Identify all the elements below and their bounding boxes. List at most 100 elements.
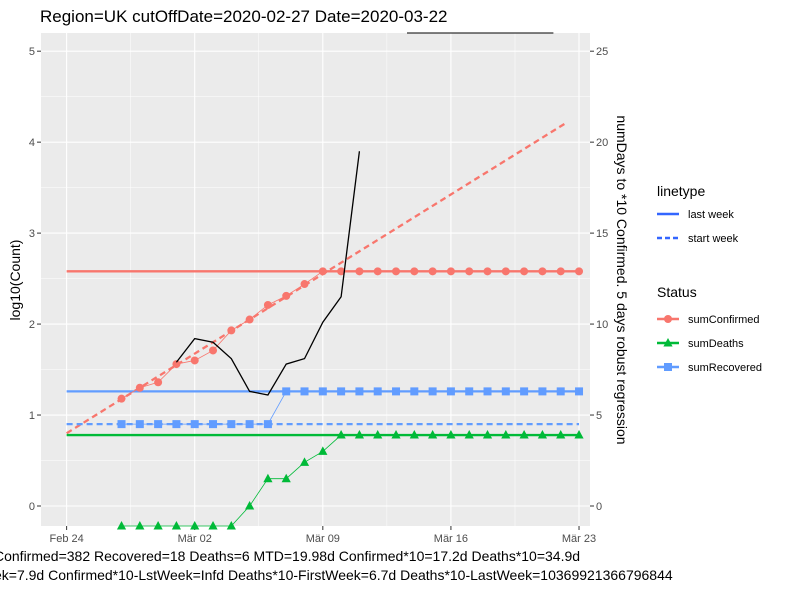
- x-tick-label: Mär 09: [306, 533, 340, 545]
- data-point-sumRecovered: [318, 387, 327, 396]
- data-point-sumConfirmed: [465, 267, 474, 276]
- data-point-sumConfirmed: [117, 394, 126, 403]
- data-point-sumConfirmed: [373, 267, 382, 276]
- data-point-sumRecovered: [465, 387, 474, 396]
- data-point-sumRecovered: [428, 387, 437, 396]
- x-tick-label: Feb 24: [49, 533, 83, 545]
- data-point-sumRecovered: [190, 420, 199, 429]
- data-point-sumConfirmed: [410, 267, 419, 276]
- legend-label-status: sumRecovered: [688, 362, 762, 374]
- data-point-sumRecovered: [483, 387, 492, 396]
- data-point-sumRecovered: [520, 387, 529, 396]
- data-point-sumConfirmed: [428, 267, 437, 276]
- legend-title-linetype: linetype: [657, 183, 705, 199]
- reference-line-sumConfirmed-start-week: [66, 122, 565, 435]
- y-tick-label: 3: [29, 228, 35, 240]
- data-point-sumConfirmed: [282, 291, 291, 300]
- data-point-sumRecovered: [446, 387, 455, 396]
- data-point-sumConfirmed: [355, 267, 364, 276]
- y2-tick-label: 5: [596, 410, 602, 422]
- data-point-sumDeaths: [537, 430, 548, 439]
- data-point-sumDeaths: [501, 430, 511, 439]
- data-point-sumRecovered: [501, 387, 510, 396]
- data-point-sumDeaths: [574, 430, 584, 439]
- data-point-sumRecovered: [556, 387, 565, 396]
- data-point-sumRecovered: [337, 387, 346, 396]
- data-point-sumConfirmed: [556, 267, 565, 276]
- data-point-sumDeaths: [428, 430, 438, 439]
- data-point-sumConfirmed: [575, 267, 584, 276]
- y2-axis-title: numDays to *10 Confirmed. 5 days robust …: [614, 115, 630, 444]
- data-point-sumConfirmed: [337, 267, 346, 276]
- legend-key-marker: [664, 315, 672, 323]
- axes: 0 1 2 3 4 5 Feb 24 Mär 02 Mär 09 Mär 16 Mär 23 0 5 10…: [29, 46, 608, 545]
- data-point-sumConfirmed: [172, 360, 181, 369]
- series-line-sumDeaths: [121, 434, 580, 527]
- data-point-sumDeaths: [519, 430, 529, 439]
- data-point-sumConfirmed: [318, 267, 327, 276]
- data-point-sumDeaths: [263, 473, 273, 483]
- data-point-sumDeaths: [245, 500, 255, 510]
- data-point-sumDeaths: [116, 521, 127, 530]
- y2-tick-label: 20: [596, 137, 608, 149]
- chart-title: Region=UK cutOffDate=2020-02-27 Date=202…: [40, 7, 448, 26]
- data-point-sumDeaths: [354, 430, 365, 439]
- data-point-sumDeaths: [556, 430, 566, 439]
- data-point-sumConfirmed: [483, 267, 492, 276]
- data-point-sumConfirmed: [446, 267, 455, 276]
- data-point-sumRecovered: [263, 420, 272, 429]
- data-point-sumConfirmed: [538, 267, 547, 276]
- x-tick-label: Mär 23: [562, 533, 596, 545]
- data-point-sumConfirmed: [209, 346, 218, 355]
- data-series: [116, 151, 584, 530]
- y-axis-title: log10(Count): [7, 240, 23, 321]
- footer-line-1: Confirmed=382 Recovered=18 Deaths=6 MTD=…: [0, 548, 580, 564]
- data-point-sumConfirmed: [135, 383, 144, 392]
- data-point-sumRecovered: [135, 420, 144, 429]
- data-point-sumRecovered: [209, 420, 218, 429]
- y2-tick-label: 10: [596, 319, 608, 331]
- legend: linetype last week start week Status sumConf…: [657, 183, 762, 374]
- data-point-sumDeaths: [482, 430, 493, 439]
- data-point-sumDeaths: [226, 521, 236, 530]
- data-point-sumDeaths: [391, 430, 401, 439]
- data-point-sumRecovered: [227, 420, 236, 429]
- data-point-sumDeaths: [373, 430, 383, 439]
- data-point-sumConfirmed: [501, 267, 510, 276]
- data-point-sumDeaths: [336, 430, 346, 439]
- y-tick-label: 0: [29, 501, 35, 513]
- data-point-sumRecovered: [154, 420, 163, 429]
- data-point-sumRecovered: [538, 387, 547, 396]
- x-tick-label: Mär 16: [434, 533, 468, 545]
- data-point-sumRecovered: [245, 420, 254, 429]
- legend-label-linetype: last week: [688, 209, 734, 221]
- y-tick-label: 4: [29, 137, 35, 149]
- data-point-sumRecovered: [355, 387, 364, 396]
- footer-line-2: ek=7.9d Confirmed*10-LstWeek=Infd Deaths…: [0, 567, 673, 583]
- y2-tick-label: 15: [596, 228, 608, 240]
- legend-title-status: Status: [657, 284, 697, 300]
- y2-tick-label: 0: [596, 501, 602, 513]
- y-tick-label: 2: [29, 319, 35, 331]
- data-point-sumConfirmed: [392, 267, 401, 276]
- legend-key-marker: [664, 363, 672, 371]
- legend-key-marker: [663, 338, 673, 347]
- data-point-sumRecovered: [410, 387, 419, 396]
- data-point-sumRecovered: [172, 420, 181, 429]
- data-point-sumDeaths: [135, 521, 145, 530]
- y2-tick-label: 25: [596, 46, 608, 58]
- legend-label-status: sumConfirmed: [688, 314, 760, 326]
- data-point-sumConfirmed: [263, 300, 272, 309]
- data-point-sumRecovered: [282, 387, 291, 396]
- data-point-sumRecovered: [300, 387, 309, 396]
- x-tick-label: Mär 02: [178, 533, 212, 545]
- data-point-sumRecovered: [117, 420, 126, 429]
- data-point-sumDeaths: [171, 521, 182, 530]
- data-point-sumDeaths: [409, 430, 419, 439]
- data-point-sumConfirmed: [300, 280, 309, 289]
- legend-label-linetype: start week: [688, 233, 739, 245]
- legend-label-status: sumDeaths: [688, 338, 744, 350]
- data-point-sumDeaths: [318, 446, 328, 455]
- y-tick-label: 5: [29, 46, 35, 58]
